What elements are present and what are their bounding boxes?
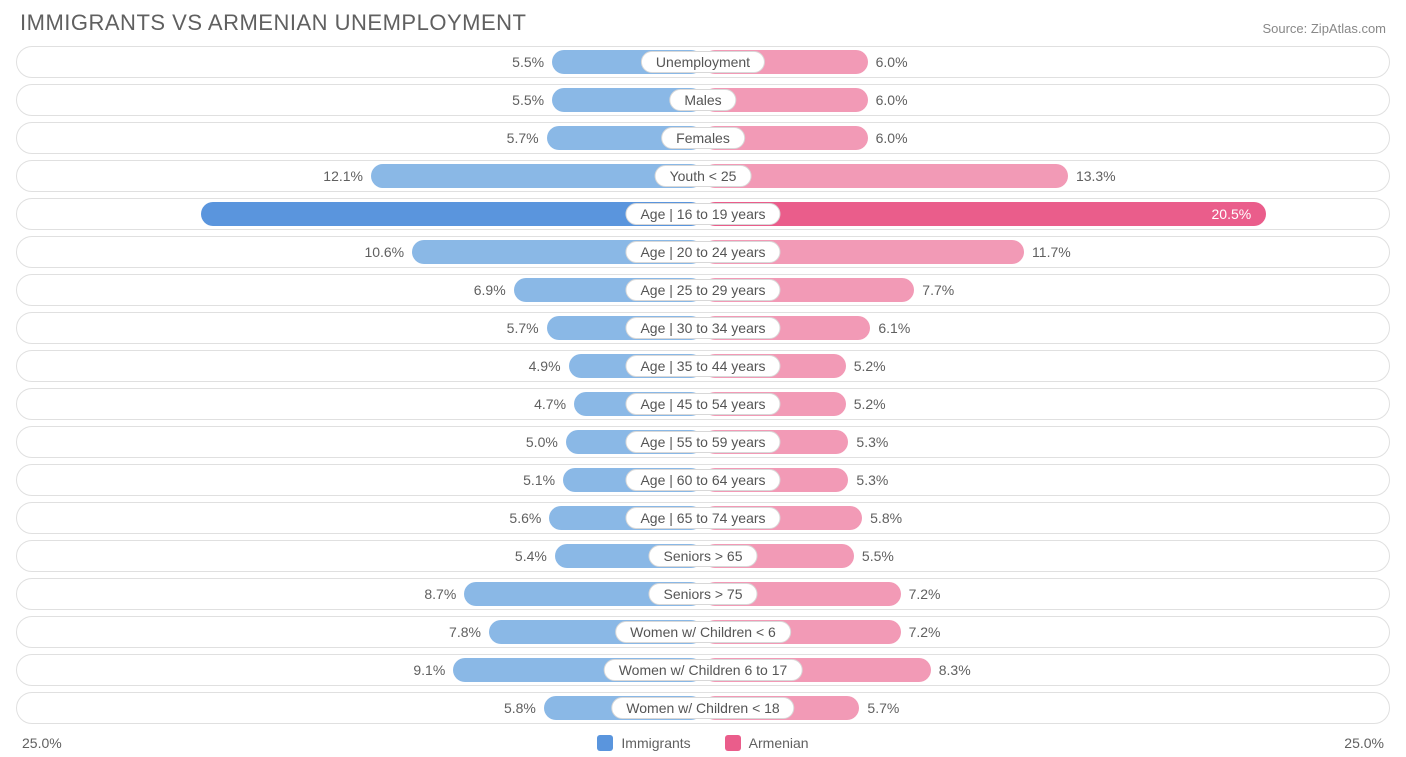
legend-swatch-right: [725, 735, 741, 751]
category-pill: Age | 30 to 34 years: [625, 317, 780, 339]
chart-row: 6.9% 7.7% Age | 25 to 29 years: [16, 274, 1390, 306]
value-left: 5.1%: [523, 465, 555, 495]
value-right: 7.2%: [909, 579, 941, 609]
value-right: 5.3%: [856, 465, 888, 495]
chart-row: 5.1% 5.3% Age | 60 to 64 years: [16, 464, 1390, 496]
chart-row: 5.5% 6.0% Males: [16, 84, 1390, 116]
category-pill: Age | 20 to 24 years: [625, 241, 780, 263]
chart-container: IMMIGRANTS VS ARMENIAN UNEMPLOYMENT Sour…: [0, 0, 1406, 757]
bar-left: [371, 164, 703, 188]
category-pill: Age | 16 to 19 years: [625, 203, 780, 225]
chart-row: 4.7% 5.2% Age | 45 to 54 years: [16, 388, 1390, 420]
value-right: 13.3%: [1076, 161, 1116, 191]
category-pill: Age | 35 to 44 years: [625, 355, 780, 377]
legend-label-right: Armenian: [749, 735, 809, 751]
value-left: 18.3%: [25, 199, 251, 229]
value-left: 5.8%: [504, 693, 536, 723]
chart-footer: 25.0% Immigrants Armenian 25.0%: [16, 729, 1390, 751]
value-left: 5.5%: [512, 47, 544, 77]
right-axis-max: 25.0%: [1344, 735, 1384, 751]
value-right: 11.7%: [1032, 237, 1071, 267]
value-left: 10.6%: [364, 237, 404, 267]
chart-row: 8.7% 7.2% Seniors > 75: [16, 578, 1390, 610]
category-pill: Women w/ Children 6 to 17: [604, 659, 803, 681]
chart-title: IMMIGRANTS VS ARMENIAN UNEMPLOYMENT: [20, 10, 526, 36]
category-pill: Youth < 25: [655, 165, 752, 187]
category-pill: Age | 25 to 29 years: [625, 279, 780, 301]
category-pill: Age | 55 to 59 years: [625, 431, 780, 453]
category-pill: Women w/ Children < 18: [611, 697, 794, 719]
value-right: 6.1%: [878, 313, 910, 343]
value-left: 8.7%: [424, 579, 456, 609]
source-label: Source: ZipAtlas.com: [1262, 21, 1386, 36]
category-pill: Females: [661, 127, 745, 149]
legend-label-left: Immigrants: [621, 735, 690, 751]
chart-row: 7.8% 7.2% Women w/ Children < 6: [16, 616, 1390, 648]
value-right: 5.5%: [862, 541, 894, 571]
chart-body: 5.5% 6.0% Unemployment 5.5% 6.0% Males 5.7% 6.0…: [16, 46, 1390, 729]
chart-row: 5.7% 6.1% Age | 30 to 34 years: [16, 312, 1390, 344]
value-left: 9.1%: [413, 655, 445, 685]
value-left: 5.4%: [515, 541, 547, 571]
value-right: 8.3%: [939, 655, 971, 685]
category-pill: Seniors > 65: [649, 545, 758, 567]
value-right: 6.0%: [876, 123, 908, 153]
value-right: 5.8%: [870, 503, 902, 533]
value-right: 6.0%: [876, 47, 908, 77]
chart-row: 5.5% 6.0% Unemployment: [16, 46, 1390, 78]
chart-row: 18.3% 20.5% Age | 16 to 19 years: [16, 198, 1390, 230]
bar-right: [703, 164, 1068, 188]
value-right: 5.3%: [856, 427, 888, 457]
chart-row: 5.6% 5.8% Age | 65 to 74 years: [16, 502, 1390, 534]
legend-swatch-left: [597, 735, 613, 751]
category-pill: Age | 60 to 64 years: [625, 469, 780, 491]
value-left: 4.7%: [534, 389, 566, 419]
category-pill: Seniors > 75: [649, 583, 758, 605]
value-right: 7.7%: [922, 275, 954, 305]
value-left: 5.7%: [507, 313, 539, 343]
value-right: 5.7%: [867, 693, 899, 723]
chart-row: 10.6% 11.7% Age | 20 to 24 years: [16, 236, 1390, 268]
category-pill: Males: [669, 89, 736, 111]
value-right: 20.5%: [1212, 199, 1381, 229]
chart-row: 5.8% 5.7% Women w/ Children < 18: [16, 692, 1390, 724]
value-left: 7.8%: [449, 617, 481, 647]
value-left: 5.0%: [526, 427, 558, 457]
chart-row: 9.1% 8.3% Women w/ Children 6 to 17: [16, 654, 1390, 686]
category-pill: Unemployment: [641, 51, 765, 73]
value-left: 5.7%: [507, 123, 539, 153]
bar-right: [703, 202, 1266, 226]
category-pill: Women w/ Children < 6: [615, 621, 791, 643]
legend: Immigrants Armenian: [597, 735, 808, 751]
category-pill: Age | 45 to 54 years: [625, 393, 780, 415]
chart-row: 5.4% 5.5% Seniors > 65: [16, 540, 1390, 572]
header: IMMIGRANTS VS ARMENIAN UNEMPLOYMENT Sour…: [16, 10, 1390, 46]
value-right: 7.2%: [909, 617, 941, 647]
value-left: 5.5%: [512, 85, 544, 115]
value-left: 6.9%: [474, 275, 506, 305]
category-pill: Age | 65 to 74 years: [625, 507, 780, 529]
value-left: 12.1%: [323, 161, 363, 191]
value-right: 6.0%: [876, 85, 908, 115]
value-right: 5.2%: [854, 351, 886, 381]
chart-row: 4.9% 5.2% Age | 35 to 44 years: [16, 350, 1390, 382]
chart-row: 12.1% 13.3% Youth < 25: [16, 160, 1390, 192]
left-axis-max: 25.0%: [22, 735, 62, 751]
chart-row: 5.7% 6.0% Females: [16, 122, 1390, 154]
value-left: 4.9%: [529, 351, 561, 381]
chart-row: 5.0% 5.3% Age | 55 to 59 years: [16, 426, 1390, 458]
value-right: 5.2%: [854, 389, 886, 419]
value-left: 5.6%: [509, 503, 541, 533]
